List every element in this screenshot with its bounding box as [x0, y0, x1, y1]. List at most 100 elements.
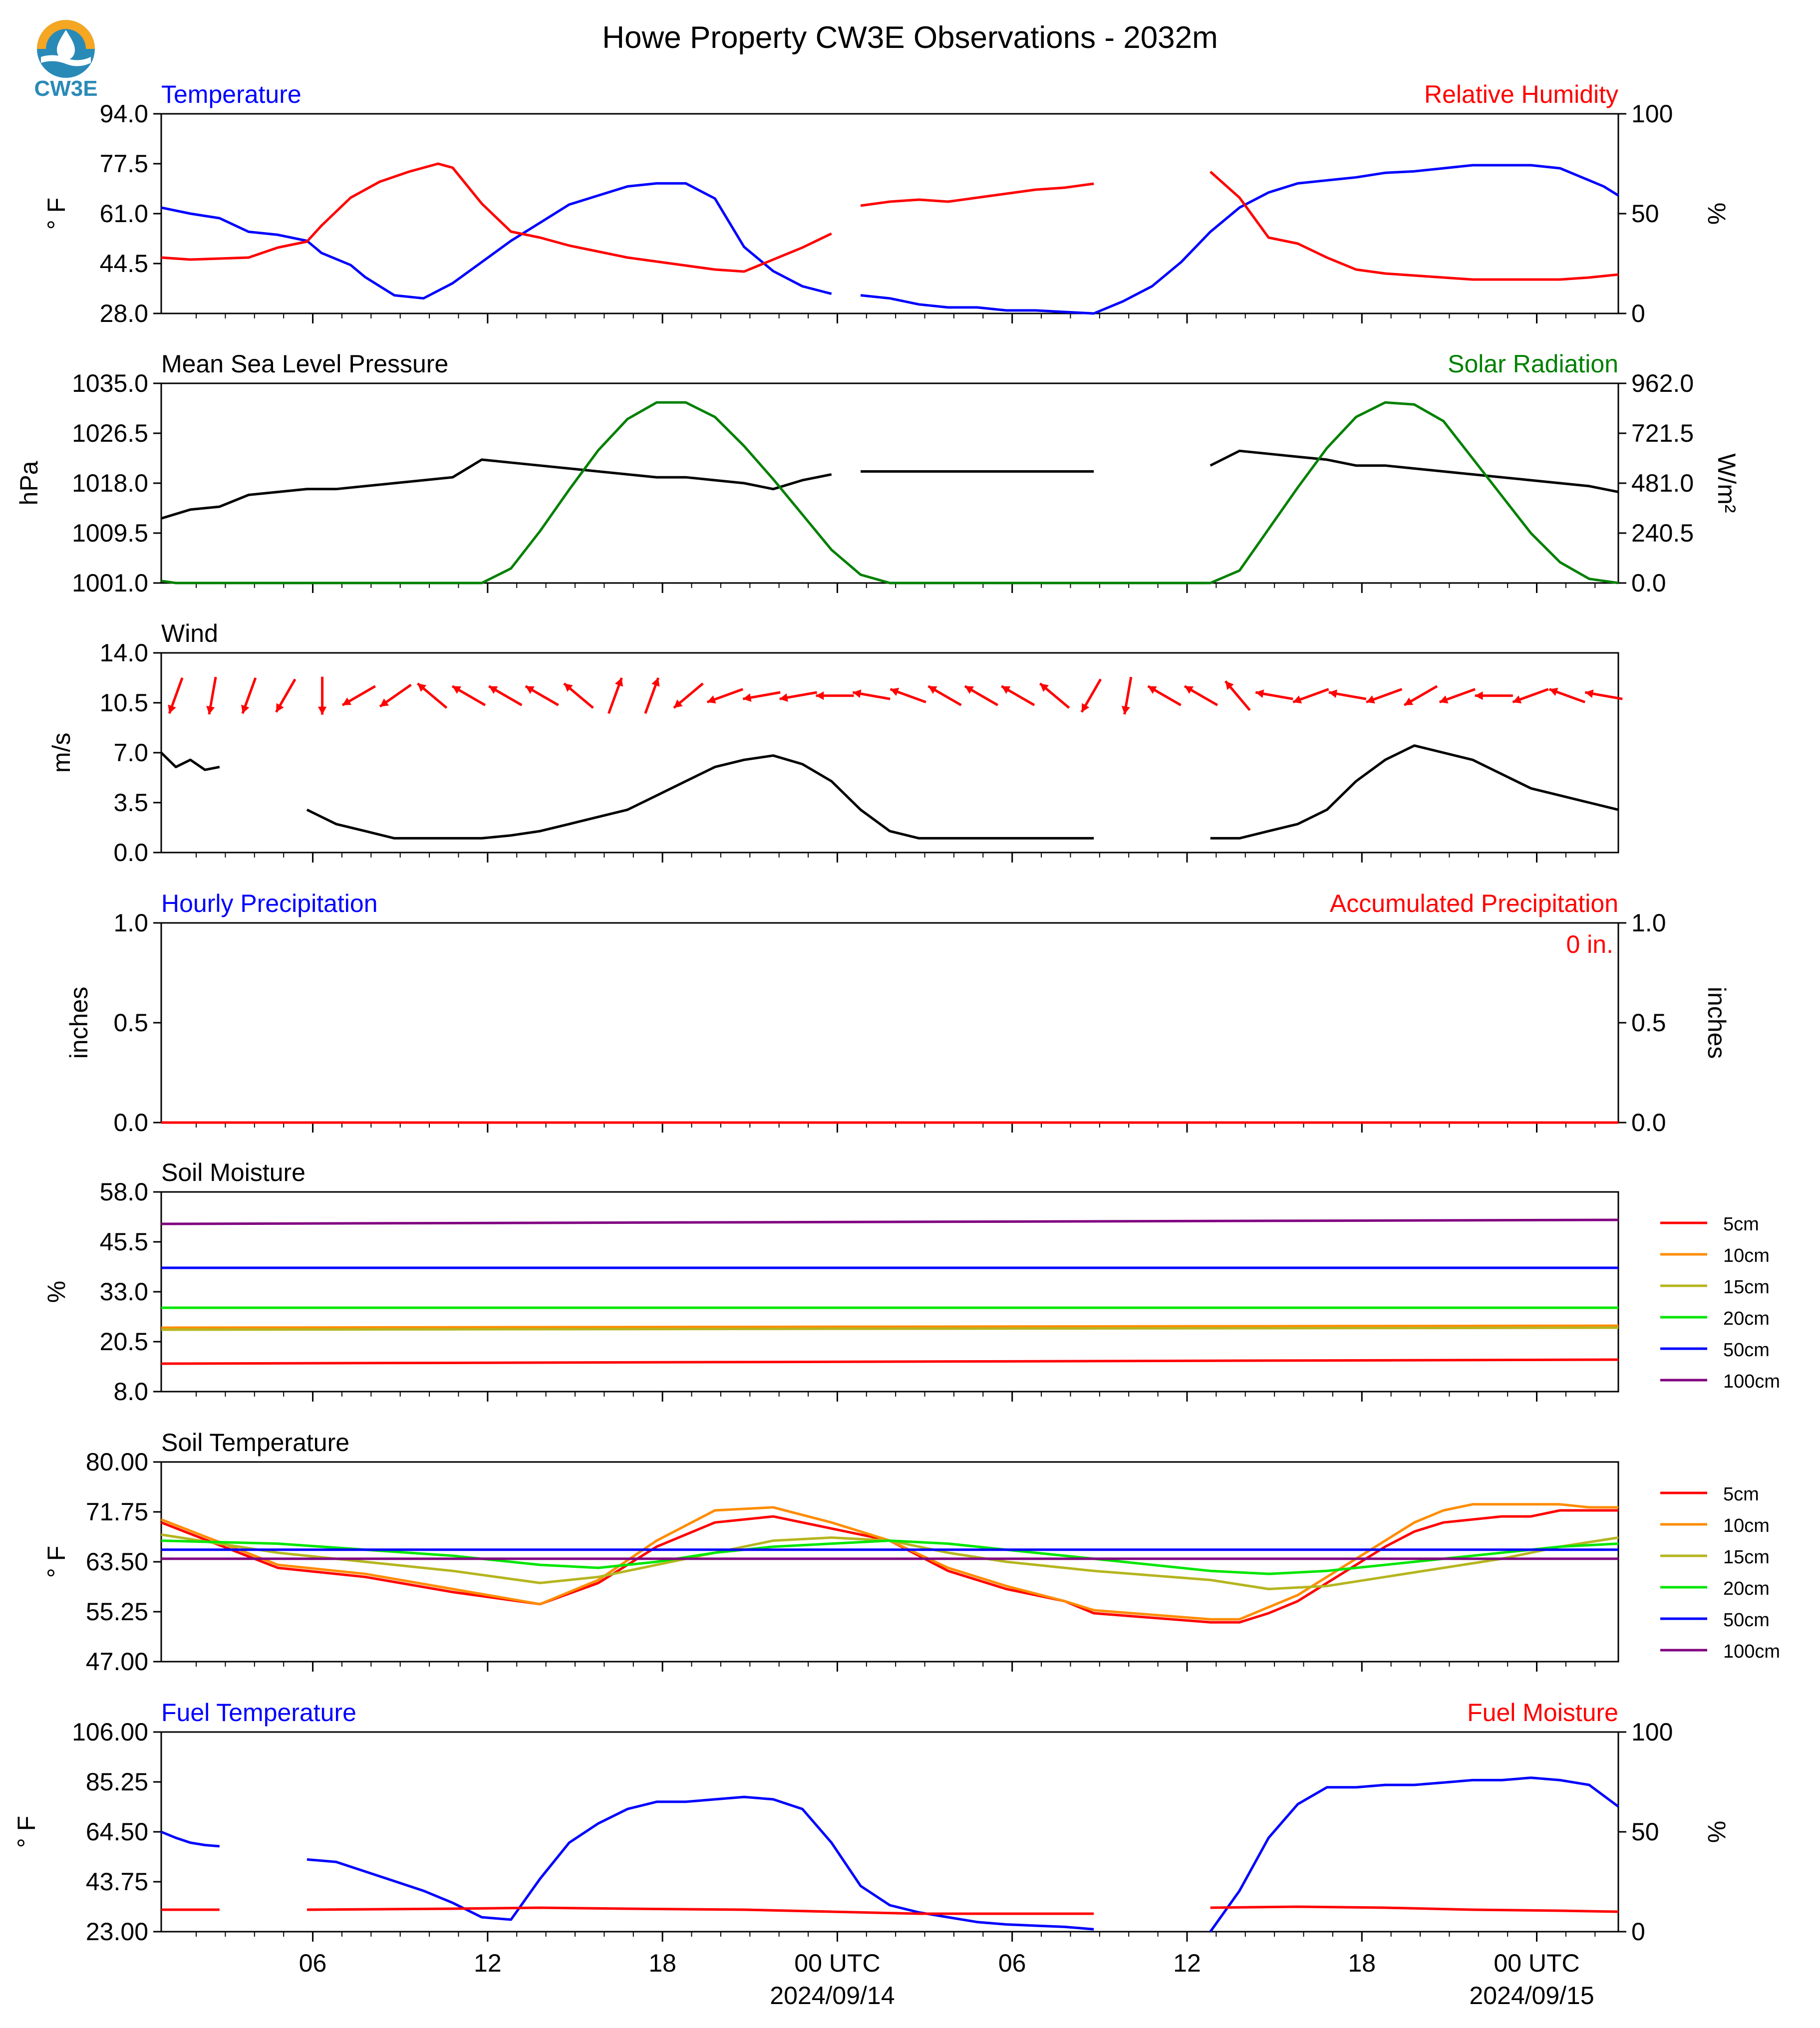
series-line [161, 1503, 1618, 1621]
wind-arrow-head [1366, 695, 1375, 704]
y2-tick-label: 100 [1631, 1718, 1673, 1746]
y-tick-label: 28.0 [100, 299, 148, 327]
wind-arrow-head [1185, 686, 1194, 694]
legend-label: 50cm [1723, 1610, 1770, 1631]
wind-arrow-head [1404, 697, 1414, 705]
series-line [860, 182, 1094, 207]
y-tick-label: 1.0 [113, 909, 148, 937]
panel-fuel: Fuel Temperature Fuel Moisture 23.00 43.75 6… [12, 1699, 1731, 2010]
y-tick-label: 8.0 [113, 1378, 148, 1406]
x-tick-label: 06 [299, 1949, 327, 1977]
x-tick-label: 18 [648, 1949, 676, 1977]
y-tick-label: 1026.5 [72, 419, 148, 447]
wind-arrow-head [1148, 686, 1157, 694]
cw3e-logo: CW3E [26, 15, 106, 101]
wind-arrow-head [1255, 689, 1264, 698]
y2-tick-label: 721.5 [1631, 419, 1694, 447]
legend-label: 10cm [1723, 1245, 1770, 1266]
wind-arrow-head [707, 695, 716, 704]
wind-arrow-head [1121, 706, 1130, 715]
y-tick-label: 45.5 [100, 1228, 148, 1256]
series-line [161, 1509, 1618, 1624]
y2-tick-label: 0.0 [1631, 569, 1666, 597]
panel-temp_rh: Temperature Relative Humidity 28.0 44.5 61.0… [42, 80, 1731, 327]
panel-soil_moisture: Soil Moisture 8.0 20.5 33.0 45.5 58.0% 5cm 10cm… [42, 1159, 1780, 1406]
series-line [161, 1324, 1619, 1329]
y-tick-label: 85.25 [86, 1768, 148, 1796]
legend-label: 5cm [1723, 1484, 1759, 1505]
y-tick-label: 1001.0 [72, 569, 148, 597]
y2-tick-label: 240.5 [1631, 519, 1694, 547]
series-line [306, 754, 1094, 840]
wind-arrow-head [816, 691, 824, 700]
x-tick-label: 18 [1348, 1949, 1376, 1977]
y-tick-label: 47.00 [86, 1648, 148, 1676]
y-tick-label: 64.50 [86, 1818, 148, 1846]
wind-arrow-head [564, 683, 573, 692]
y-axis-label: hPa [15, 461, 43, 505]
panel-title-left: Fuel Temperature [161, 1699, 356, 1727]
panel-precip: Hourly Precipitation Accumulated Precipit… [65, 889, 1731, 1137]
panel-title-right: Solar Radiation [1448, 350, 1618, 378]
wind-arrow-head [743, 693, 752, 702]
legend-label: 5cm [1723, 1214, 1759, 1235]
plot-frame [160, 922, 1619, 1124]
y2-tick-label: 0.5 [1631, 1009, 1666, 1037]
legend-label: 100cm [1723, 1371, 1780, 1392]
y-tick-label: 10.5 [100, 689, 148, 717]
y-tick-label: 63.50 [86, 1548, 148, 1576]
panel-title-left: Hourly Precipitation [161, 889, 378, 917]
series-line [1210, 449, 1619, 494]
series-line [1210, 744, 1619, 840]
series-line [161, 1358, 1619, 1365]
series-line [306, 1795, 1094, 1931]
y-tick-label: 23.00 [86, 1918, 148, 1946]
x-tick-label: 12 [474, 1949, 502, 1977]
series-line [1210, 1905, 1619, 1913]
panel-wind: Wind 0.0 3.5 7.0 10.5 14.0 m/s [47, 619, 1623, 867]
series-line [1209, 1776, 1619, 1933]
y-axis-label: ° F [12, 1816, 40, 1848]
wind-arrow-head [1225, 681, 1234, 690]
y2-tick-label: 1.0 [1631, 909, 1666, 937]
y-tick-label: 106.00 [72, 1718, 148, 1746]
wind-arrow-head [673, 699, 683, 708]
y2-tick-label: 100 [1631, 100, 1673, 128]
y2-tick-label: 50 [1631, 1818, 1659, 1846]
y-tick-label: 14.0 [100, 639, 148, 667]
series-line [860, 164, 1619, 315]
y-axis-label: ° F [42, 1546, 70, 1578]
wind-arrow-head [489, 686, 498, 694]
y-tick-label: 0.0 [113, 839, 148, 867]
legend-label: 15cm [1723, 1277, 1770, 1298]
y-axis-label: inches [65, 987, 93, 1059]
y2-tick-label: 0 [1631, 299, 1645, 327]
y-tick-label: 55.25 [86, 1598, 148, 1626]
panel-title-left: Temperature [161, 80, 302, 108]
wind-arrow-head [1439, 695, 1449, 704]
wind-arrow-head [779, 693, 788, 702]
wind-arrow-head [342, 697, 352, 705]
y-tick-label: 3.5 [113, 789, 148, 817]
y2-axis-label: inches [1703, 987, 1731, 1059]
y-tick-label: 43.75 [86, 1868, 148, 1896]
panel-title-left: Soil Moisture [161, 1159, 305, 1186]
series-line [161, 458, 832, 520]
wind-arrow-head [964, 686, 974, 694]
y2-axis-label: % [1703, 203, 1731, 225]
series-line [161, 401, 1619, 584]
wind-arrow-head [317, 706, 327, 715]
y2-tick-label: 50 [1631, 200, 1659, 228]
wind-arrow-head [853, 689, 862, 698]
legend-label: 100cm [1723, 1641, 1780, 1662]
y2-tick-label: 0.0 [1631, 1109, 1666, 1137]
panel-title-right: Relative Humidity [1424, 80, 1618, 108]
wind-arrow-head [168, 704, 176, 714]
series-line [161, 1533, 1619, 1590]
wind-arrow-head [1585, 689, 1594, 698]
y-tick-label: 33.0 [100, 1278, 148, 1306]
series-line [161, 1218, 1619, 1225]
y2-tick-label: 962.0 [1631, 369, 1694, 397]
wind-arrow-head [1293, 695, 1302, 704]
